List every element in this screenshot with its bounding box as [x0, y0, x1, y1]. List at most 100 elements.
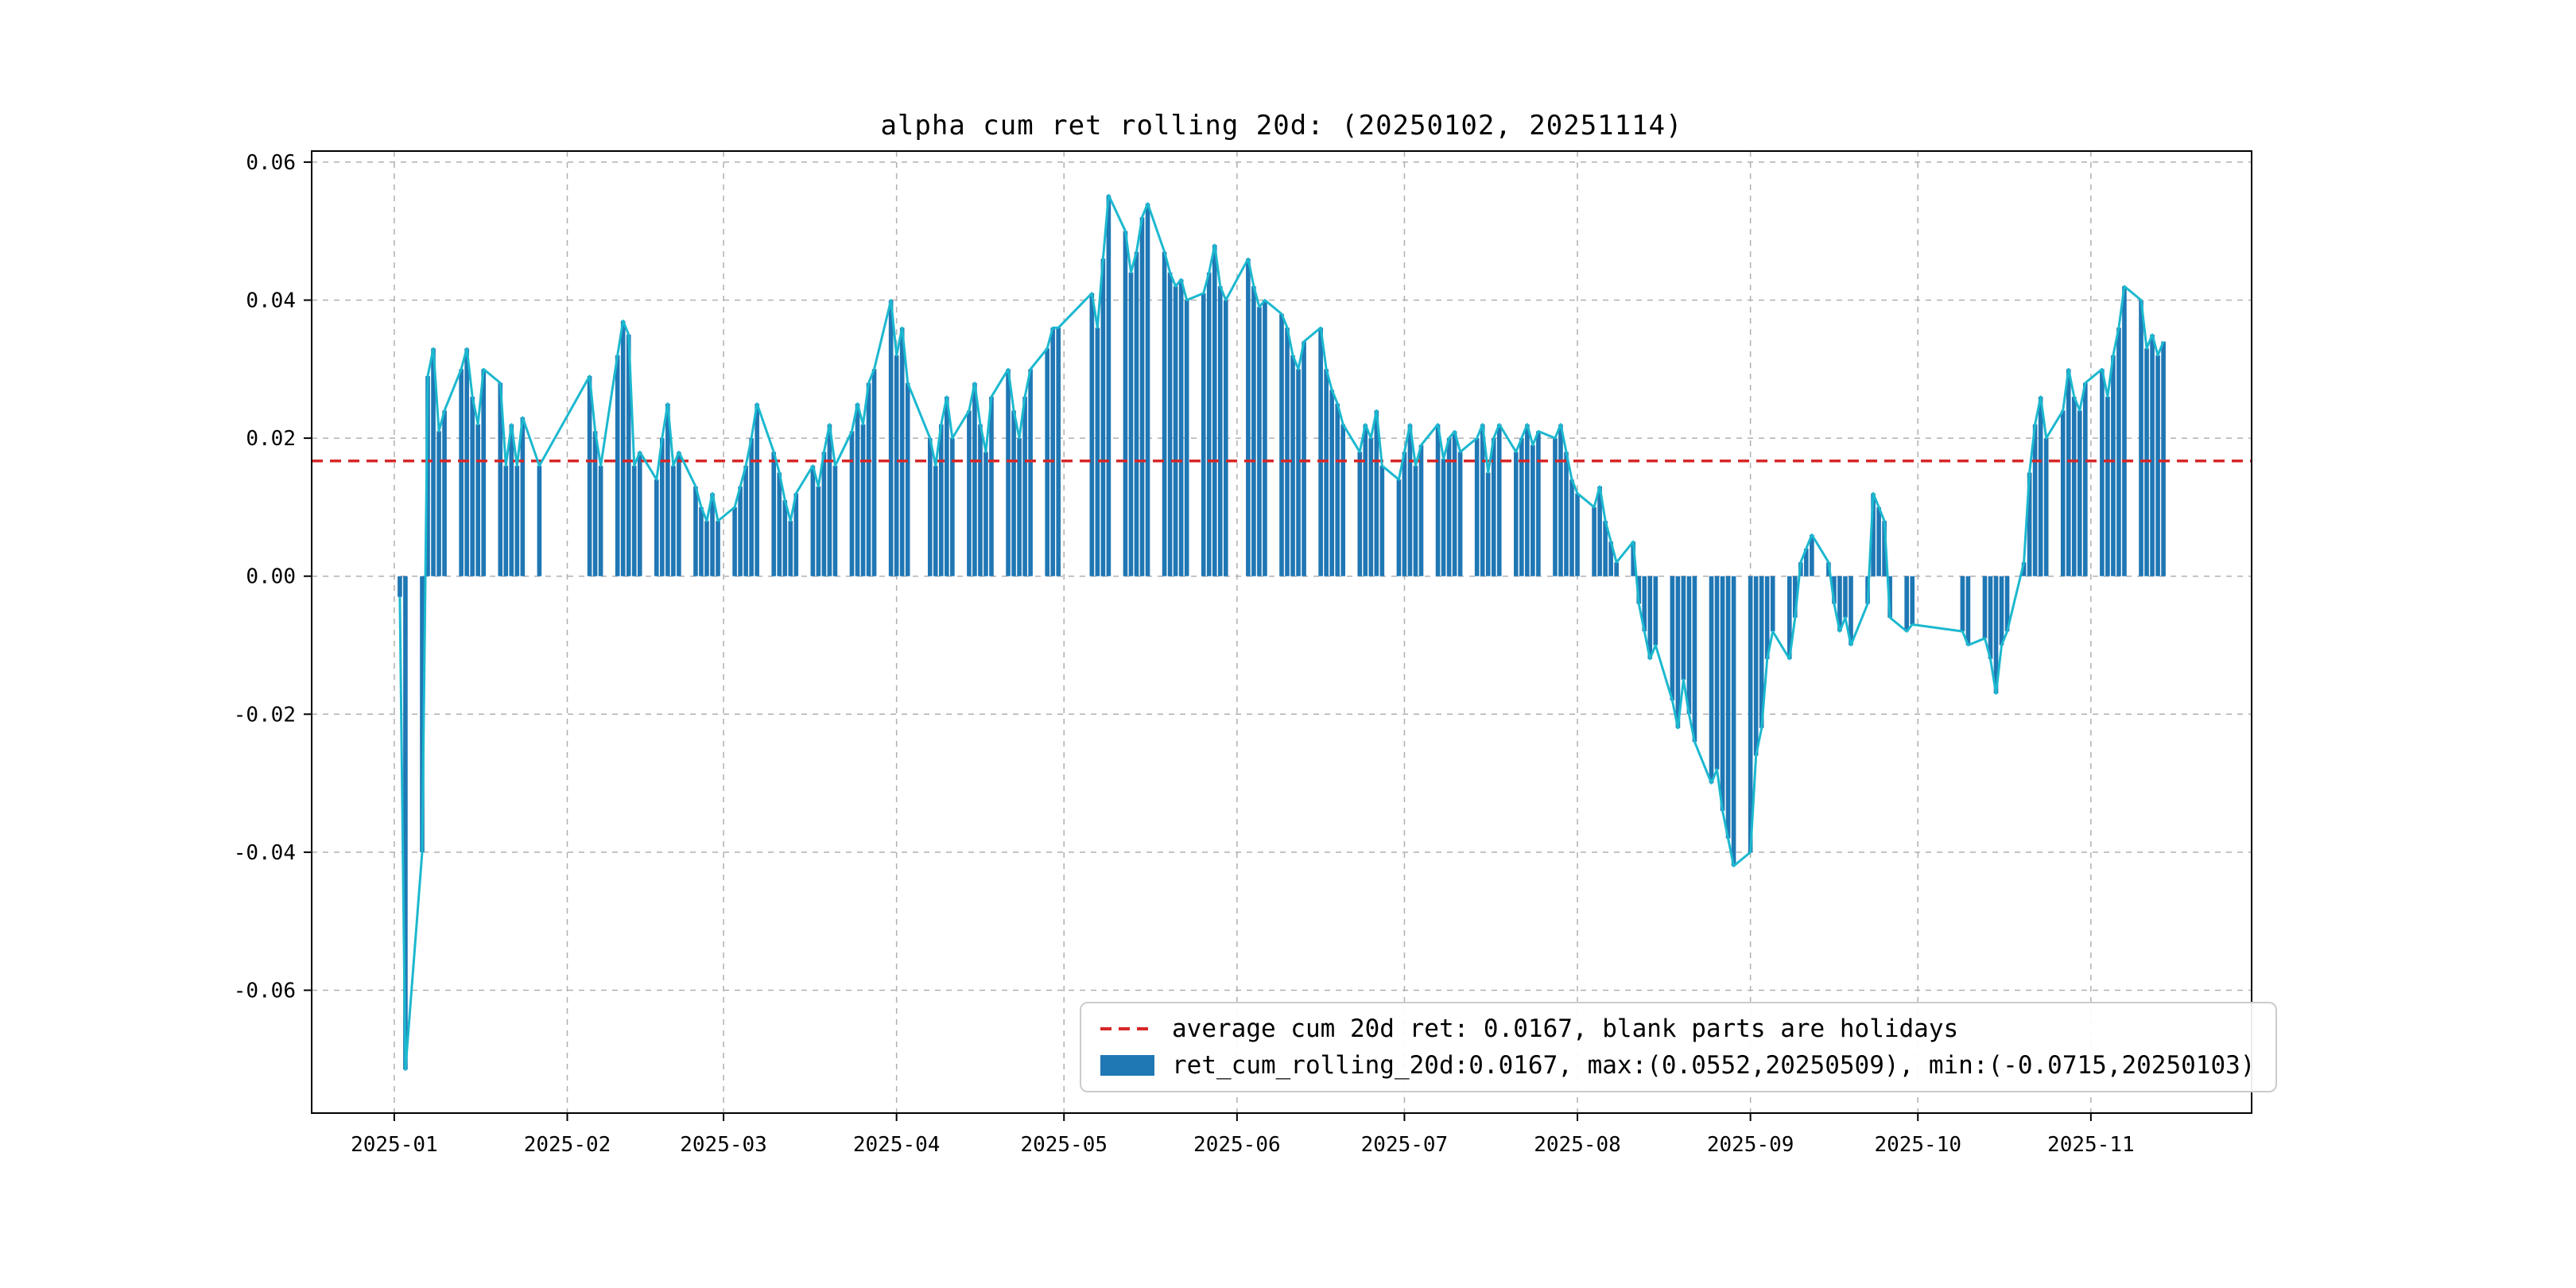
bar — [1887, 576, 1892, 618]
bar — [1748, 576, 1753, 852]
bar — [431, 348, 436, 576]
bar — [1173, 286, 1178, 576]
bar — [470, 397, 475, 576]
bar — [665, 403, 670, 576]
x-tick-label: 2025-09 — [1707, 1133, 1794, 1157]
bar — [1106, 195, 1111, 576]
bar — [2060, 410, 2066, 576]
bar — [403, 576, 408, 1070]
bar — [1413, 465, 1418, 576]
bar — [420, 576, 425, 852]
bar — [2111, 355, 2116, 576]
bar — [699, 506, 704, 576]
series-swatch-icon — [1100, 1055, 1154, 1076]
bar — [983, 452, 988, 576]
bar — [1804, 548, 1809, 576]
bar — [1558, 424, 1563, 576]
bar — [1217, 286, 1223, 576]
bar — [1496, 424, 1502, 576]
bar — [1379, 465, 1385, 576]
bar — [1123, 231, 1128, 576]
bar — [1212, 245, 1217, 576]
bar — [905, 382, 910, 576]
bar — [1882, 521, 1887, 576]
bar — [1631, 541, 1636, 576]
bar — [509, 424, 514, 576]
plot-border — [311, 150, 2252, 1114]
bar — [1910, 576, 1915, 625]
bar — [1536, 431, 1541, 576]
legend-row-average: average cum 20d ret: 0.0167, blank parts… — [1097, 1014, 2255, 1043]
bar — [1223, 300, 1228, 576]
bar — [537, 465, 542, 576]
bar — [1474, 438, 1480, 576]
bar — [938, 424, 944, 576]
bar — [1514, 452, 1519, 576]
bar — [1832, 576, 1837, 604]
bar — [1407, 424, 1413, 576]
x-tick-label: 2025-05 — [1020, 1133, 1108, 1157]
bar — [2155, 355, 2160, 576]
y-tick-label: 0.02 — [246, 427, 296, 451]
bar — [1592, 506, 1596, 576]
bar — [888, 300, 894, 576]
bar — [972, 382, 977, 576]
bar — [654, 479, 659, 576]
y-tick-label: 0.04 — [246, 289, 296, 312]
bar — [1480, 424, 1485, 576]
bar — [1363, 424, 1368, 576]
bar — [1837, 576, 1842, 632]
bar — [1753, 576, 1759, 756]
bar — [587, 375, 592, 576]
series-line — [398, 194, 2165, 1071]
bar — [1731, 576, 1736, 867]
bar — [2032, 424, 2038, 576]
bar — [749, 438, 754, 576]
bar — [782, 500, 788, 576]
bar — [598, 465, 603, 576]
bar — [2038, 397, 2043, 576]
bar — [1686, 576, 1692, 715]
bar — [1670, 576, 1675, 700]
bar — [660, 438, 665, 576]
bar — [743, 465, 748, 576]
bar — [637, 452, 642, 576]
bar — [989, 397, 994, 576]
x-tick-label: 2025-04 — [853, 1133, 941, 1157]
bar — [827, 424, 832, 576]
bar — [1056, 328, 1061, 576]
avg-dashed-line-icon — [1100, 1027, 1154, 1030]
chart-title: alpha cum ret rolling 20d: (20250102, 20… — [880, 110, 1683, 142]
bar — [1759, 576, 1764, 728]
bar — [1318, 328, 1323, 576]
bar — [2066, 369, 2071, 576]
bar — [1296, 369, 1301, 576]
bar — [1792, 576, 1798, 618]
bar — [2077, 410, 2082, 576]
bar — [1302, 341, 1306, 576]
bar — [2071, 397, 2077, 576]
bar — [738, 486, 743, 576]
bar — [2004, 576, 2010, 632]
bar — [1022, 397, 1027, 576]
bar — [1145, 203, 1150, 576]
bar — [626, 334, 631, 576]
bar — [1139, 217, 1145, 576]
bar — [1491, 438, 1496, 576]
bar — [1569, 479, 1574, 576]
bar — [933, 465, 938, 576]
bar — [1017, 438, 1022, 576]
bar — [899, 328, 905, 576]
bar — [732, 506, 737, 576]
bar — [849, 431, 855, 576]
bar — [832, 465, 838, 576]
bar — [710, 493, 715, 576]
bar — [1642, 576, 1647, 632]
bar — [2139, 300, 2143, 576]
bar — [2100, 369, 2105, 576]
bar — [810, 465, 816, 576]
x-tick-label: 2025-02 — [524, 1133, 611, 1157]
bar — [1965, 576, 1971, 646]
bar — [1457, 452, 1463, 576]
bar — [1993, 576, 1999, 694]
